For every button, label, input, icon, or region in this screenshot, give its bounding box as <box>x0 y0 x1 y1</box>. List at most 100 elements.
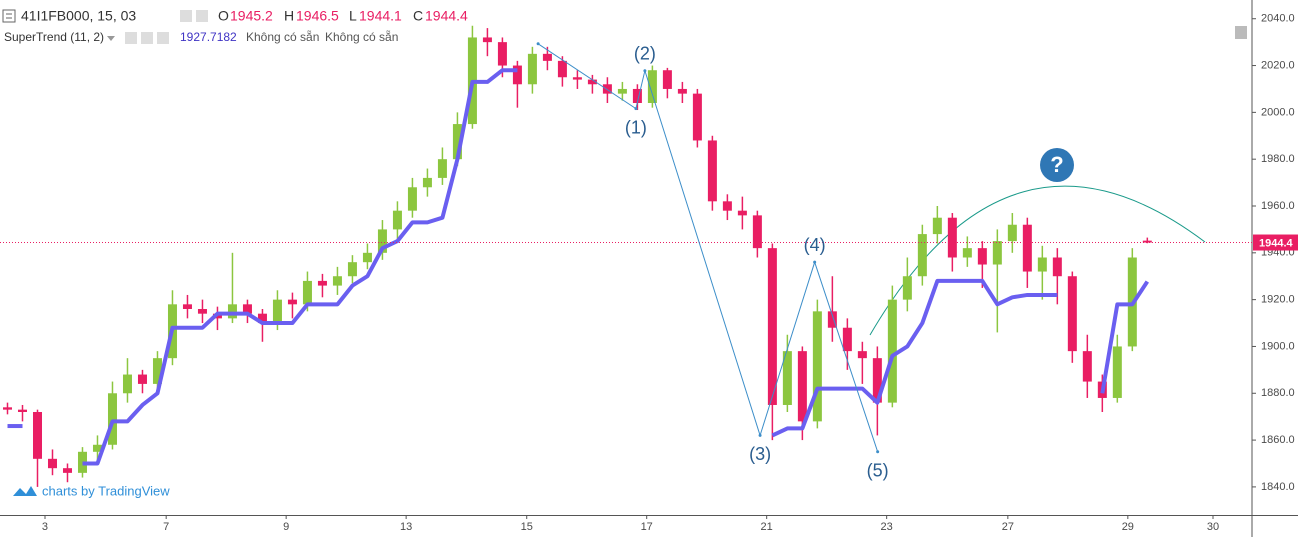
y-tick-label: 1960.0 <box>1261 200 1295 212</box>
candle-body <box>767 248 777 405</box>
candle-body <box>917 234 927 277</box>
candle-body <box>542 53 552 61</box>
candle-body <box>17 409 27 412</box>
candle-body <box>347 262 357 277</box>
candle-body <box>827 311 837 328</box>
candle-body <box>137 374 147 384</box>
x-tick-label: 15 <box>521 521 533 533</box>
scale-icon[interactable] <box>1235 26 1247 39</box>
x-tick-label: 23 <box>881 521 893 533</box>
close-icon[interactable] <box>157 32 169 44</box>
y-tick-label: 2040.0 <box>1261 13 1295 25</box>
ohlc-label: H <box>284 8 294 24</box>
candle-body <box>752 215 762 249</box>
candle-body <box>452 124 462 160</box>
ohlc-label: O <box>218 8 229 24</box>
x-tick-label: 9 <box>283 521 289 533</box>
candle-body <box>152 358 162 384</box>
candle-body <box>602 84 612 94</box>
candle-body <box>572 77 582 80</box>
ohlc-label: L <box>349 8 357 24</box>
candle-body <box>2 407 12 410</box>
candle-body <box>377 229 387 253</box>
candle-body <box>47 458 57 469</box>
candle-body <box>842 327 852 352</box>
candle-body <box>1142 240 1152 243</box>
wave-label: (3) <box>749 444 771 464</box>
candle-body <box>1007 224 1017 242</box>
candle-body <box>962 248 972 258</box>
indicator-na: Không có sẵn <box>246 29 319 44</box>
candle-body <box>482 37 492 43</box>
supertrend-line <box>771 278 1058 438</box>
candle-body <box>677 88 687 94</box>
settings-icon[interactable] <box>196 10 208 22</box>
candle-body <box>527 53 537 85</box>
x-tick-label: 3 <box>42 521 48 533</box>
candle-body <box>557 60 567 78</box>
supertrend-line <box>1100 280 1149 394</box>
dropdown-caret[interactable] <box>107 36 115 41</box>
candle-body <box>422 177 432 188</box>
candle-body <box>1037 257 1047 272</box>
candle-body <box>182 304 192 309</box>
symbol-title: 41I1FB000, 15, 03 <box>21 8 136 24</box>
candle-body <box>512 65 522 85</box>
candle-body <box>32 412 42 459</box>
candle-body <box>587 79 597 85</box>
candle-body <box>887 299 897 403</box>
candle-body <box>242 304 252 314</box>
candle-body <box>362 252 372 263</box>
candle-body <box>932 217 942 235</box>
candle-body <box>392 210 402 230</box>
watermark-logo <box>13 486 37 496</box>
candle-body <box>692 93 702 141</box>
eye-icon[interactable] <box>125 32 137 44</box>
x-tick-label: 13 <box>400 521 412 533</box>
candle-body <box>497 42 507 66</box>
candle-body <box>302 280 312 305</box>
y-tick-label: 2020.0 <box>1261 59 1295 71</box>
eye-icon[interactable] <box>180 10 192 22</box>
candle-body <box>287 299 297 305</box>
candle-body <box>227 304 237 319</box>
candle-body <box>92 444 102 452</box>
ohlc-value: 1944.4 <box>425 8 468 24</box>
candle-body <box>662 70 672 89</box>
candle-body <box>1052 257 1062 277</box>
indicator-value: 1927.7182 <box>180 30 237 44</box>
y-tick-label: 1980.0 <box>1261 153 1295 165</box>
candle-body <box>782 351 792 405</box>
settings-icon[interactable] <box>141 32 153 44</box>
candle-body <box>437 159 447 178</box>
candle-body <box>992 241 1002 265</box>
candle-body <box>407 187 417 211</box>
y-tick-label: 1920.0 <box>1261 294 1295 306</box>
menu-icon[interactable] <box>2 9 16 23</box>
candle-body <box>617 88 627 94</box>
ohlc-value: 1946.5 <box>296 8 339 24</box>
candle-body <box>122 374 132 394</box>
wave-point <box>813 260 817 264</box>
candle-body <box>707 140 717 202</box>
last-price-label: 1944.4 <box>1259 237 1294 249</box>
candle-body <box>857 351 867 359</box>
watermark: charts by TradingView <box>42 483 170 498</box>
ohlc-label: C <box>413 8 423 24</box>
wave-point <box>758 433 762 437</box>
candle-body <box>722 201 732 211</box>
wave-label: (4) <box>804 235 826 255</box>
candle-body <box>797 351 807 422</box>
x-tick-label: 30 <box>1207 521 1219 533</box>
indicator-title: SuperTrend (11, 2) <box>4 30 104 44</box>
wave-point <box>876 450 880 454</box>
x-tick-label: 27 <box>1002 521 1014 533</box>
candle-body <box>317 280 327 286</box>
x-tick-label: 17 <box>641 521 653 533</box>
candle-body <box>632 88 642 103</box>
x-tick-label: 7 <box>163 521 169 533</box>
candle-body <box>647 70 657 103</box>
wave-line <box>537 43 879 452</box>
candle-body <box>107 393 117 445</box>
